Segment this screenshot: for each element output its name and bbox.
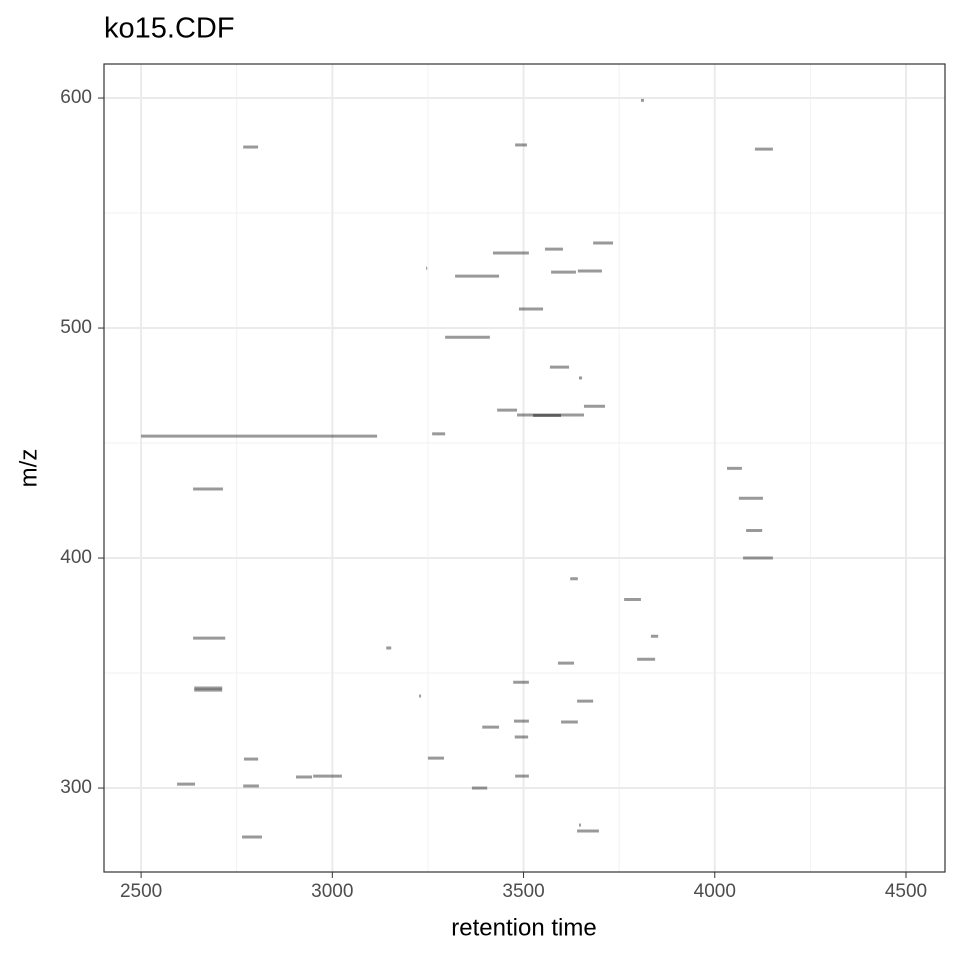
- y-axis-label: m/z: [15, 449, 42, 488]
- x-tick-label: 3500: [502, 881, 544, 902]
- chart-title: ko15.CDF: [104, 13, 235, 45]
- y-tick-label: 600: [60, 87, 92, 108]
- y-tick-label: 500: [60, 317, 92, 338]
- x-tick-label: 4000: [694, 881, 736, 902]
- x-axis-label: retention time: [451, 914, 596, 941]
- y-tick-label: 300: [60, 777, 92, 798]
- x-tick-label: 4500: [885, 881, 927, 902]
- x-tick-label: 2500: [120, 881, 162, 902]
- x-tick-label: 3000: [311, 881, 353, 902]
- panel-border: [103, 63, 946, 873]
- y-tick-label: 400: [60, 547, 92, 568]
